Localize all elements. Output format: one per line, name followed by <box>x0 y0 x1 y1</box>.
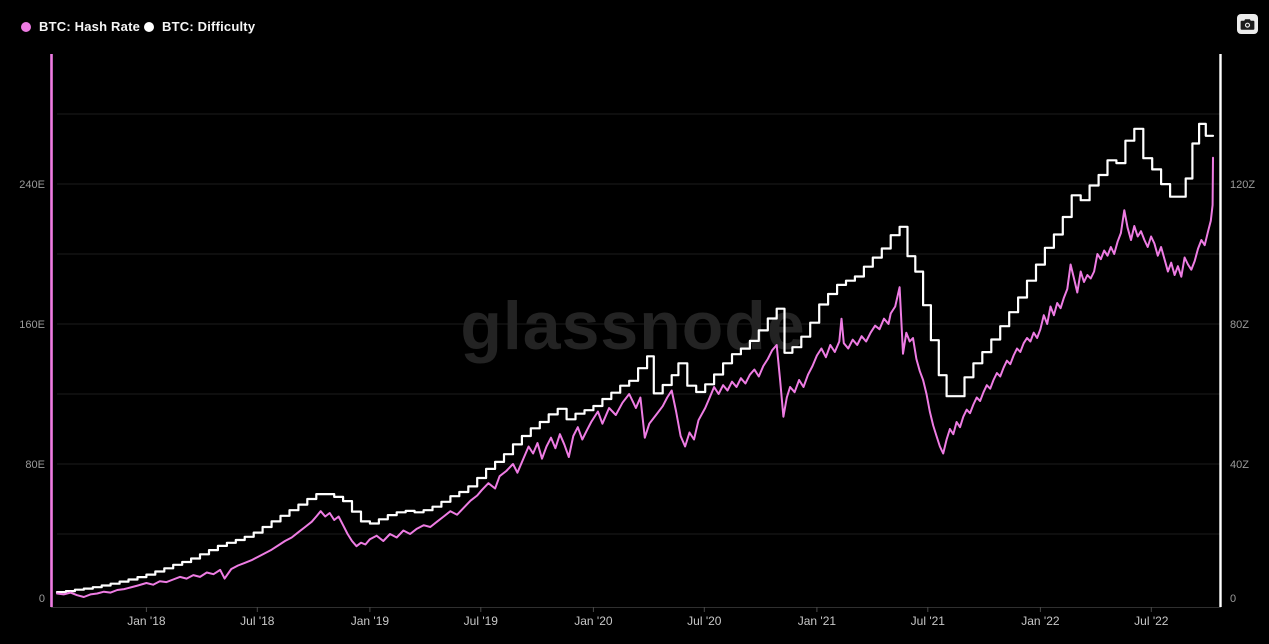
x-tick-label: Jul '20 <box>687 614 722 628</box>
y-left-label: 80E <box>25 459 45 471</box>
camera-icon <box>1240 18 1255 31</box>
x-tick-label: Jul '19 <box>464 614 499 628</box>
x-tick-label: Jan '21 <box>798 614 837 628</box>
hash-rate-legend-dot-icon <box>21 21 31 32</box>
legend-bar: BTC: Hash Rate BTC: Difficulty <box>0 0 1269 44</box>
legend-item-difficulty[interactable]: BTC: Difficulty <box>144 19 255 34</box>
y-left-label: 0 <box>39 593 45 605</box>
x-tick-label: Jul '18 <box>240 614 275 628</box>
y-left-label: 160E <box>19 319 45 331</box>
camera-button[interactable] <box>1237 14 1258 34</box>
y-right-label: 120Z <box>1230 179 1255 191</box>
x-tick-label: Jan '19 <box>351 614 390 628</box>
glassnode-watermark: glassnode <box>460 288 805 364</box>
x-tick-label: Jan '22 <box>1021 614 1060 628</box>
x-tick-label: Jan '18 <box>127 614 166 628</box>
y-right-label: 80Z <box>1230 319 1249 331</box>
legend-label-hash-rate: BTC: Hash Rate <box>39 19 141 34</box>
y-right-label: 40Z <box>1230 459 1249 471</box>
x-tick-label: Jul '21 <box>911 614 946 628</box>
x-tick-label: Jan '20 <box>574 614 613 628</box>
difficulty-legend-dot-icon <box>144 21 154 32</box>
y-right-label: 0 <box>1230 593 1236 605</box>
series-hash-rate <box>56 156 1214 598</box>
y-left-label: 240E <box>19 179 45 191</box>
x-tick-label: Jul '22 <box>1134 614 1169 628</box>
legend-label-difficulty: BTC: Difficulty <box>162 19 256 34</box>
series-difficulty <box>55 122 1215 594</box>
legend-item-hash-rate[interactable]: BTC: Hash Rate <box>21 19 140 34</box>
